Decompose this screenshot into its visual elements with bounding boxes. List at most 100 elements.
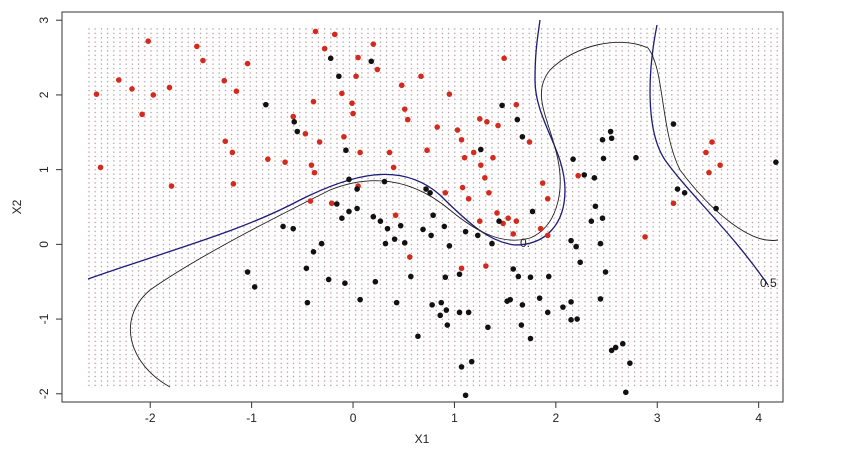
point: [483, 263, 489, 269]
point: [407, 254, 413, 260]
x-tick-label: 0: [350, 411, 357, 425]
point: [420, 226, 426, 233]
point: [570, 156, 576, 162]
point: [607, 128, 614, 135]
point: [303, 265, 310, 272]
point: [519, 302, 526, 308]
point: [495, 122, 501, 129]
point: [331, 31, 338, 38]
point: [341, 133, 347, 140]
point: [458, 265, 465, 272]
point: [291, 119, 298, 125]
point: [308, 162, 315, 168]
point: [458, 136, 465, 143]
point: [391, 236, 398, 242]
point: [773, 159, 779, 165]
point: [537, 225, 544, 232]
point: [510, 266, 517, 272]
y-axis-label: X2: [10, 199, 24, 214]
contour-label: 0.5: [760, 276, 777, 290]
point: [568, 317, 574, 323]
point: [476, 116, 483, 122]
point: [428, 232, 434, 239]
point: [670, 121, 677, 127]
point: [591, 175, 598, 181]
point: [600, 155, 607, 162]
contour-label: 0.: [520, 236, 530, 250]
point: [474, 232, 481, 239]
boundary-curve: [649, 24, 769, 286]
point: [382, 240, 389, 247]
point: [592, 203, 599, 210]
point: [485, 324, 491, 331]
point: [168, 183, 175, 189]
point: [265, 156, 271, 162]
point: [670, 200, 677, 207]
point: [374, 66, 381, 73]
point: [384, 225, 391, 232]
point: [280, 223, 286, 230]
point: [339, 90, 345, 97]
point: [461, 154, 468, 161]
point: [494, 210, 500, 216]
point: [478, 146, 484, 153]
point: [355, 54, 361, 61]
point: [459, 184, 466, 191]
point: [311, 169, 318, 176]
point: [398, 82, 405, 89]
point: [354, 205, 360, 212]
y-tick-label: 1: [37, 166, 51, 173]
x-axis-label: X1: [415, 432, 430, 446]
point: [527, 335, 534, 342]
point: [397, 222, 404, 229]
point: [336, 73, 342, 80]
point: [294, 128, 301, 135]
point: [486, 190, 492, 196]
point: [465, 309, 472, 316]
x-tick-label: 1: [451, 411, 458, 425]
point: [527, 274, 534, 281]
point: [346, 208, 352, 215]
point: [446, 243, 453, 249]
y-tick-label: -1: [37, 313, 51, 324]
point: [608, 135, 615, 142]
point: [327, 55, 334, 62]
point: [233, 88, 240, 94]
point: [514, 116, 521, 123]
point: [194, 43, 200, 50]
point: [560, 304, 566, 310]
point: [674, 186, 681, 192]
y-tick-label: 0: [37, 241, 51, 248]
point: [221, 77, 228, 84]
point: [462, 392, 469, 399]
point: [456, 271, 463, 278]
point: [597, 240, 604, 247]
x-tick-label: 3: [654, 411, 661, 425]
point: [470, 149, 477, 156]
point: [526, 139, 533, 145]
point: [302, 130, 309, 137]
point: [442, 190, 449, 196]
point: [476, 218, 483, 224]
point: [353, 73, 359, 80]
point: [307, 198, 314, 204]
point: [536, 295, 543, 301]
point: [588, 218, 595, 224]
point: [529, 208, 536, 215]
point: [357, 296, 363, 303]
y-tick-label: -2: [37, 388, 51, 399]
point: [350, 110, 356, 117]
point: [544, 309, 551, 316]
point: [437, 312, 444, 319]
point: [633, 154, 639, 161]
point: [429, 302, 435, 308]
point: [251, 284, 258, 290]
point: [418, 73, 424, 80]
point: [446, 91, 453, 97]
point: [423, 186, 429, 192]
point: [510, 231, 517, 237]
point: [456, 309, 463, 316]
point: [390, 164, 397, 171]
point: [343, 147, 349, 154]
point: [346, 176, 352, 183]
